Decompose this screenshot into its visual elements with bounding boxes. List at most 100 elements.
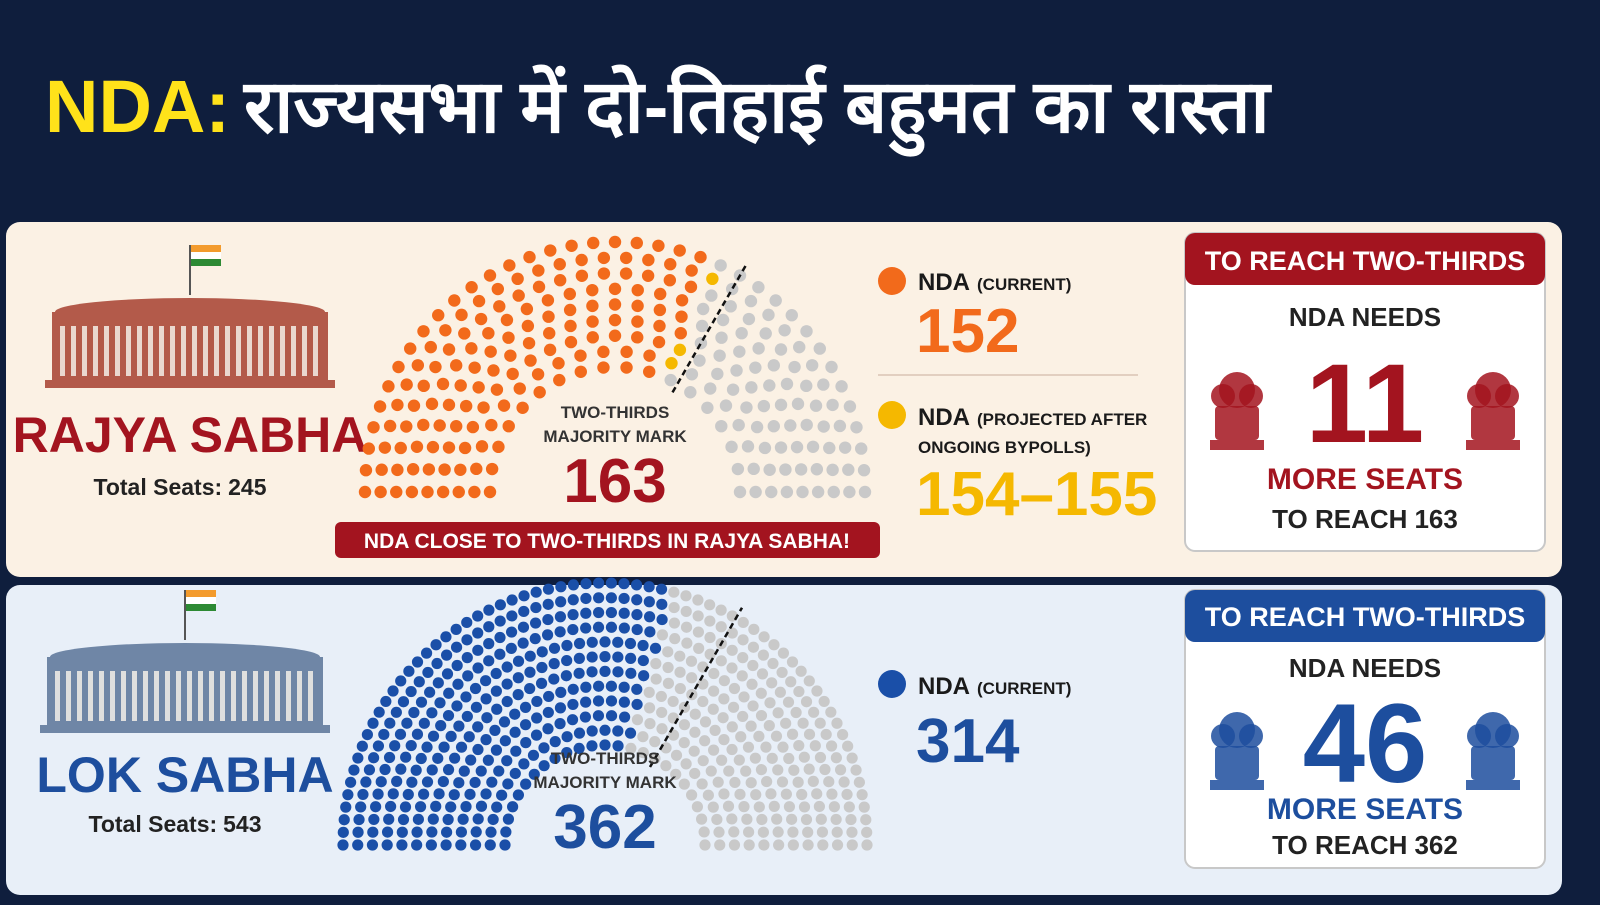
seat [367,717,379,729]
seat [597,361,610,374]
seat [431,657,443,670]
seat [756,668,769,680]
seat [708,667,720,680]
majority-mark-line [671,264,748,394]
seat [580,578,592,590]
seat [531,695,543,708]
banner [335,522,880,558]
seat [656,629,669,641]
seat [474,312,488,326]
seat [342,789,354,801]
seat [762,308,775,322]
seat [405,485,419,499]
seat [856,789,868,801]
building-column [148,326,153,376]
seat [774,343,788,356]
seat [411,359,425,372]
seat [395,675,407,687]
seat [490,685,502,697]
seat [793,685,805,698]
building-column [93,326,98,376]
seat [858,485,872,499]
seat [694,250,707,264]
seat [649,736,661,748]
seat [637,654,649,667]
seat [684,280,698,294]
seat [451,700,463,712]
building-column [297,671,302,721]
seat [642,253,655,267]
seat [625,667,637,679]
seat [380,695,392,708]
seat [433,419,446,432]
seat [340,801,352,813]
seat [760,741,772,753]
seat [533,386,546,399]
seat [726,721,738,733]
seat [450,420,463,433]
seat [736,670,748,682]
seat [599,636,611,648]
seat [711,367,724,381]
seat [552,357,565,370]
legend-note: (PROJECTED AFTER [977,410,1147,429]
seat [793,739,805,752]
seat [593,592,605,604]
seat [605,710,618,722]
seat [678,701,691,713]
seat [830,813,842,826]
seat [692,626,705,638]
legend-value: 152 [916,297,1019,366]
seat [401,717,413,729]
seat [425,839,437,851]
seat [817,420,830,433]
seat [668,601,680,614]
seat [674,650,686,662]
seat [756,813,768,826]
seat [749,485,762,499]
seat [592,621,605,633]
emblem-head [1211,384,1235,408]
legend-note: ONGOING BYPOLLS) [918,438,1091,457]
seat [516,401,529,414]
seat [800,379,813,393]
seat [499,839,511,851]
seat [733,345,746,358]
seat [381,826,394,838]
seat [512,789,524,801]
seat [395,763,407,775]
seat [597,267,611,280]
seat [767,657,779,670]
page-title: NDA: राज्यसभा में दो-तिहाई बहुमत का रास्त… [45,64,1273,157]
seat [424,686,436,698]
seat [561,639,573,652]
seat [541,629,554,641]
seat [723,765,735,777]
building-column [88,671,93,721]
needs-box-header [1185,233,1545,285]
seat [470,826,482,838]
seat [686,672,698,684]
seat [580,607,592,619]
seat [665,357,678,370]
seat [574,365,587,378]
seat [586,283,599,297]
seat [685,655,698,667]
seat [641,269,655,282]
needs-value: 46 [1303,681,1428,806]
building-column [231,671,236,721]
seat [411,839,423,851]
seat [796,788,808,801]
reach-label: TO REACH [1272,830,1407,860]
seat [501,695,513,708]
seat [441,826,453,838]
legend-name: NDA (CURRENT) [918,269,1071,296]
seat [827,485,840,499]
seat [649,642,662,654]
seat [753,801,765,813]
building-column [121,671,126,721]
seat [715,419,728,433]
seat [411,656,424,668]
seat [678,737,690,749]
